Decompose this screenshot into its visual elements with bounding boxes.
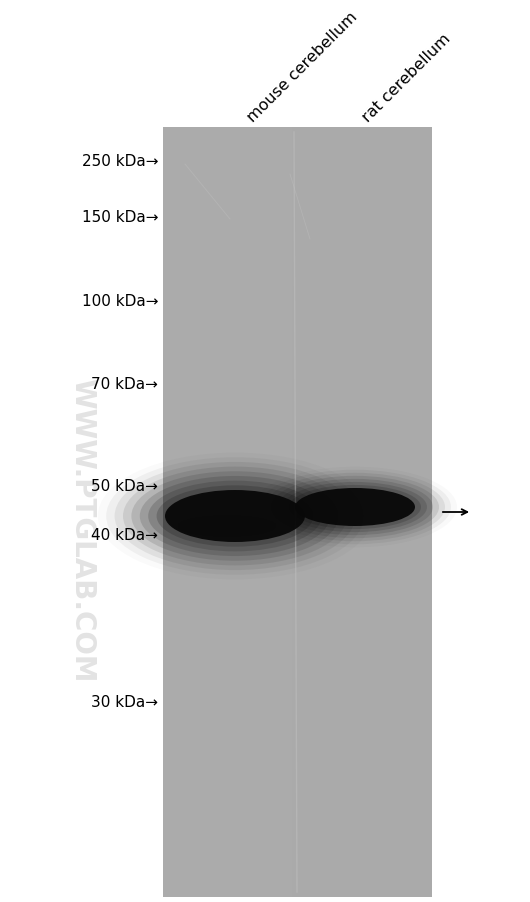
Text: 150 kDa→: 150 kDa→ — [82, 210, 158, 226]
Text: 30 kDa→: 30 kDa→ — [91, 695, 158, 710]
Text: 50 kDa→: 50 kDa→ — [91, 479, 158, 494]
Ellipse shape — [178, 516, 276, 537]
Ellipse shape — [283, 483, 427, 532]
Ellipse shape — [140, 476, 330, 557]
Ellipse shape — [131, 472, 339, 561]
Ellipse shape — [165, 491, 305, 542]
Ellipse shape — [277, 479, 433, 536]
Text: WWW.PTGLAB.COM: WWW.PTGLAB.COM — [68, 377, 96, 682]
Ellipse shape — [271, 476, 439, 538]
Ellipse shape — [123, 467, 347, 566]
Bar — [163, 128, 292, 897]
Ellipse shape — [114, 463, 356, 570]
Text: mouse cerebellum: mouse cerebellum — [244, 9, 360, 124]
Ellipse shape — [265, 474, 445, 541]
Text: rat cerebellum: rat cerebellum — [359, 31, 453, 124]
Ellipse shape — [148, 481, 322, 552]
Bar — [163, 128, 432, 897]
Text: 250 kDa→: 250 kDa→ — [82, 154, 158, 170]
Text: 40 kDa→: 40 kDa→ — [91, 528, 158, 543]
Ellipse shape — [156, 486, 313, 548]
Ellipse shape — [295, 489, 415, 527]
Text: 100 kDa→: 100 kDa→ — [82, 294, 158, 309]
Ellipse shape — [289, 485, 421, 529]
Text: 70 kDa→: 70 kDa→ — [91, 377, 158, 392]
